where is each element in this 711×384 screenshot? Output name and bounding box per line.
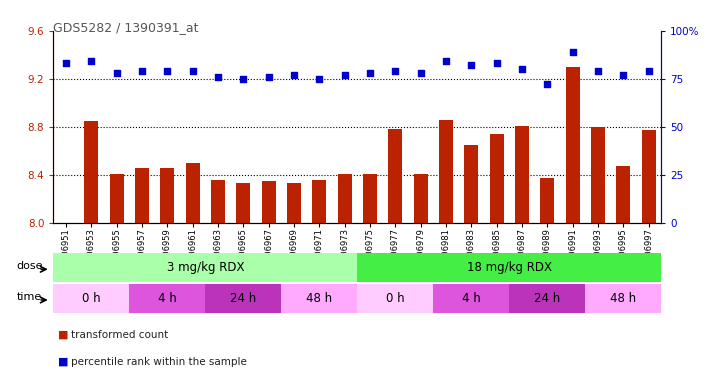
Point — [364, 70, 375, 76]
Point — [85, 58, 97, 65]
Text: ■: ■ — [58, 330, 69, 340]
Bar — [186, 163, 200, 223]
Point — [213, 74, 224, 80]
Text: transformed count: transformed count — [71, 330, 169, 340]
Point — [440, 58, 451, 65]
Point — [288, 72, 299, 78]
Point — [491, 60, 502, 66]
Point — [187, 68, 198, 74]
Bar — [616, 166, 630, 223]
Text: 3 mg/kg RDX: 3 mg/kg RDX — [166, 262, 244, 274]
Point — [466, 62, 477, 68]
Bar — [490, 134, 503, 223]
Point — [390, 68, 401, 74]
Bar — [540, 178, 554, 223]
Bar — [236, 183, 250, 223]
Text: ■: ■ — [58, 357, 69, 367]
Bar — [591, 127, 605, 223]
Bar — [338, 174, 351, 223]
Bar — [135, 167, 149, 223]
Point — [161, 68, 173, 74]
Bar — [515, 126, 529, 223]
Point — [60, 60, 72, 66]
Point — [339, 72, 351, 78]
Point — [137, 68, 148, 74]
Text: dose: dose — [16, 262, 43, 271]
Bar — [464, 145, 479, 223]
Point — [237, 76, 249, 82]
Bar — [312, 180, 326, 223]
Text: 24 h: 24 h — [230, 292, 257, 305]
Bar — [388, 129, 402, 223]
Point — [618, 72, 629, 78]
Bar — [439, 119, 453, 223]
Text: 4 h: 4 h — [462, 292, 481, 305]
Bar — [262, 181, 276, 223]
Point — [542, 81, 553, 88]
Bar — [641, 130, 656, 223]
Point — [314, 76, 325, 82]
Text: 0 h: 0 h — [386, 292, 405, 305]
Point — [111, 70, 122, 76]
Point — [643, 68, 654, 74]
Text: time: time — [16, 292, 42, 302]
Text: 48 h: 48 h — [610, 292, 636, 305]
Text: percentile rank within the sample: percentile rank within the sample — [71, 357, 247, 367]
Point — [567, 49, 578, 55]
Text: 0 h: 0 h — [82, 292, 101, 305]
Text: 24 h: 24 h — [534, 292, 560, 305]
Bar — [414, 174, 427, 223]
Text: 48 h: 48 h — [306, 292, 332, 305]
Text: 4 h: 4 h — [158, 292, 176, 305]
Point — [415, 70, 427, 76]
Bar — [566, 67, 579, 223]
Point — [592, 68, 604, 74]
Bar — [363, 174, 377, 223]
Bar — [161, 167, 174, 223]
Text: GDS5282 / 1390391_at: GDS5282 / 1390391_at — [53, 21, 199, 34]
Point — [516, 66, 528, 72]
Bar — [109, 174, 124, 223]
Bar — [85, 121, 98, 223]
Point — [263, 74, 274, 80]
Text: 18 mg/kg RDX: 18 mg/kg RDX — [466, 262, 552, 274]
Bar — [287, 183, 301, 223]
Bar — [211, 180, 225, 223]
